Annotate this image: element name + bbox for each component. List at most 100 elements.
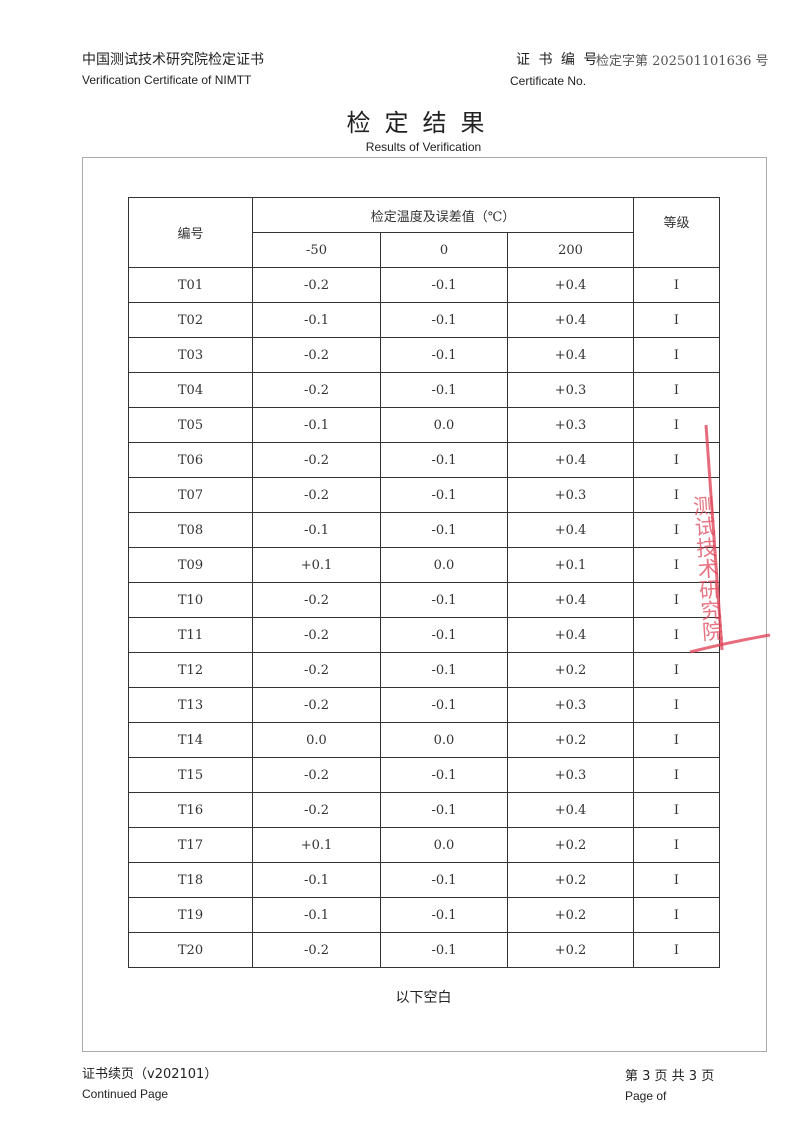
error-minus50-cell: -0.2: [252, 442, 381, 478]
error-0-cell: 0.0: [380, 407, 508, 443]
sensor-id-cell: T09: [128, 547, 253, 583]
error-minus50-cell: -0.2: [252, 582, 381, 618]
sensor-id-cell: T05: [128, 407, 253, 443]
sensor-id-cell: T06: [128, 442, 253, 478]
continued-page-en: Continued Page: [82, 1087, 169, 1101]
grade-cell: I: [633, 757, 720, 793]
error-minus50-cell: -0.2: [252, 477, 381, 513]
error-200-cell: +0.4: [507, 617, 634, 653]
error-0-cell: 0.0: [380, 722, 508, 758]
error-200-cell: +0.3: [507, 477, 634, 513]
grade-cell: I: [633, 477, 720, 513]
error-200-cell: +0.4: [507, 512, 634, 548]
sensor-id-cell: T07: [128, 477, 253, 513]
grade-cell: I: [633, 582, 720, 618]
page-number-en: Page of: [625, 1089, 667, 1103]
error-minus50-cell: +0.1: [252, 827, 381, 863]
blank-note: 以下空白: [395, 990, 452, 1006]
sensor-id-cell: T20: [128, 932, 253, 968]
continued-page-cn: 证书续页（v202101）: [82, 1067, 218, 1082]
error-0-cell: 0.0: [380, 827, 508, 863]
table-row: T17 +0.1 0.0 +0.2 I: [128, 827, 720, 863]
error-0-cell: -0.1: [380, 337, 508, 373]
temp-header-row: -50 0 200: [129, 232, 720, 268]
error-200-cell: +0.1: [507, 547, 634, 583]
grade-cell: I: [633, 337, 720, 373]
error-minus50-cell: -0.2: [252, 652, 381, 688]
sensor-id-cell: T15: [128, 757, 253, 793]
table-row: T08 -0.1 -0.1 +0.4 I: [128, 512, 720, 548]
grade-cell: I: [633, 372, 720, 408]
sensor-id-cell: T11: [128, 617, 253, 653]
table-row: T11 -0.2 -0.1 +0.4 I: [128, 617, 720, 653]
error-minus50-cell: -0.2: [252, 757, 381, 793]
grade-cell: I: [633, 302, 720, 338]
grade-cell: I: [633, 932, 720, 968]
col-grade-header: 等级: [633, 197, 720, 268]
grade-cell: I: [633, 512, 720, 548]
error-0-cell: -0.1: [380, 932, 508, 968]
sensor-id-cell: T01: [128, 267, 253, 303]
error-200-cell: +0.4: [507, 792, 634, 828]
error-minus50-cell: -0.1: [252, 897, 381, 933]
temp-header: 0: [380, 232, 508, 268]
error-200-cell: +0.4: [507, 442, 634, 478]
page-number-cn: 第 3 页 共 3 页: [625, 1069, 715, 1084]
temp-header: -50: [252, 232, 381, 268]
error-0-cell: -0.1: [380, 687, 508, 723]
table-row: T15 -0.2 -0.1 +0.3 I: [128, 757, 720, 793]
table-row: T03 -0.2 -0.1 +0.4 I: [128, 337, 720, 373]
sensor-id-cell: T02: [128, 302, 253, 338]
error-200-cell: +0.2: [507, 897, 634, 933]
grade-cell: I: [633, 827, 720, 863]
table-row: T04 -0.2 -0.1 +0.3 I: [128, 372, 720, 408]
error-minus50-cell: -0.2: [252, 687, 381, 723]
col-id-header: 编号: [128, 197, 253, 268]
error-0-cell: -0.1: [380, 582, 508, 618]
table-row: T19 -0.1 -0.1 +0.2 I: [128, 897, 720, 933]
error-minus50-cell: -0.2: [252, 792, 381, 828]
grade-cell: I: [633, 267, 720, 303]
cert-no-label: 证 书 编 号: [516, 52, 600, 68]
sensor-id-cell: T19: [128, 897, 253, 933]
table-row: T07 -0.2 -0.1 +0.3 I: [128, 477, 720, 513]
error-200-cell: +0.2: [507, 722, 634, 758]
grade-cell: I: [633, 617, 720, 653]
error-200-cell: +0.2: [507, 932, 634, 968]
grade-cell: I: [633, 652, 720, 688]
table-row: T05 -0.1 0.0 +0.3 I: [128, 407, 720, 443]
error-200-cell: +0.4: [507, 582, 634, 618]
sensor-id-cell: T17: [128, 827, 253, 863]
org-name-en: Verification Certificate of NIMTT: [82, 73, 252, 87]
grade-cell: I: [633, 547, 720, 583]
error-0-cell: -0.1: [380, 442, 508, 478]
sensor-id-cell: T14: [128, 722, 253, 758]
temp-header: 200: [507, 232, 634, 268]
error-0-cell: -0.1: [380, 372, 508, 408]
error-0-cell: 0.0: [380, 547, 508, 583]
sensor-id-cell: T12: [128, 652, 253, 688]
error-200-cell: +0.2: [507, 652, 634, 688]
error-minus50-cell: -0.1: [252, 512, 381, 548]
error-0-cell: -0.1: [380, 897, 508, 933]
header-row: 编号 检定温度及误差值（℃） 等级: [128, 197, 720, 268]
error-minus50-cell: -0.1: [252, 862, 381, 898]
error-0-cell: -0.1: [380, 792, 508, 828]
error-0-cell: -0.1: [380, 862, 508, 898]
sensor-id-cell: T10: [128, 582, 253, 618]
cert-no-label-en: Certificate No.: [510, 74, 587, 88]
error-0-cell: -0.1: [380, 267, 508, 303]
table-row: T20 -0.2 -0.1 +0.2 I: [128, 932, 720, 968]
grade-cell: I: [633, 862, 720, 898]
grade-cell: I: [633, 407, 720, 443]
table-row: T06 -0.2 -0.1 +0.4 I: [128, 442, 720, 478]
table-row: T10 -0.2 -0.1 +0.4 I: [128, 582, 720, 618]
sensor-id-cell: T08: [128, 512, 253, 548]
table-row: T18 -0.1 -0.1 +0.2 I: [128, 862, 720, 898]
error-200-cell: +0.4: [507, 337, 634, 373]
sensor-id-cell: T18: [128, 862, 253, 898]
error-200-cell: +0.3: [507, 407, 634, 443]
org-name-cn: 中国测试技术研究院检定证书: [82, 52, 264, 68]
grade-cell: I: [633, 897, 720, 933]
sensor-id-cell: T03: [128, 337, 253, 373]
